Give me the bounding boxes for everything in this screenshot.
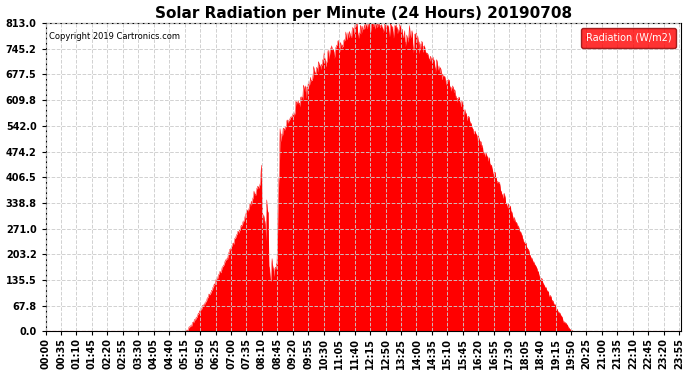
Title: Solar Radiation per Minute (24 Hours) 20190708: Solar Radiation per Minute (24 Hours) 20…: [155, 6, 572, 21]
Text: Copyright 2019 Cartronics.com: Copyright 2019 Cartronics.com: [49, 32, 180, 41]
Legend: Radiation (W/m2): Radiation (W/m2): [581, 28, 676, 48]
